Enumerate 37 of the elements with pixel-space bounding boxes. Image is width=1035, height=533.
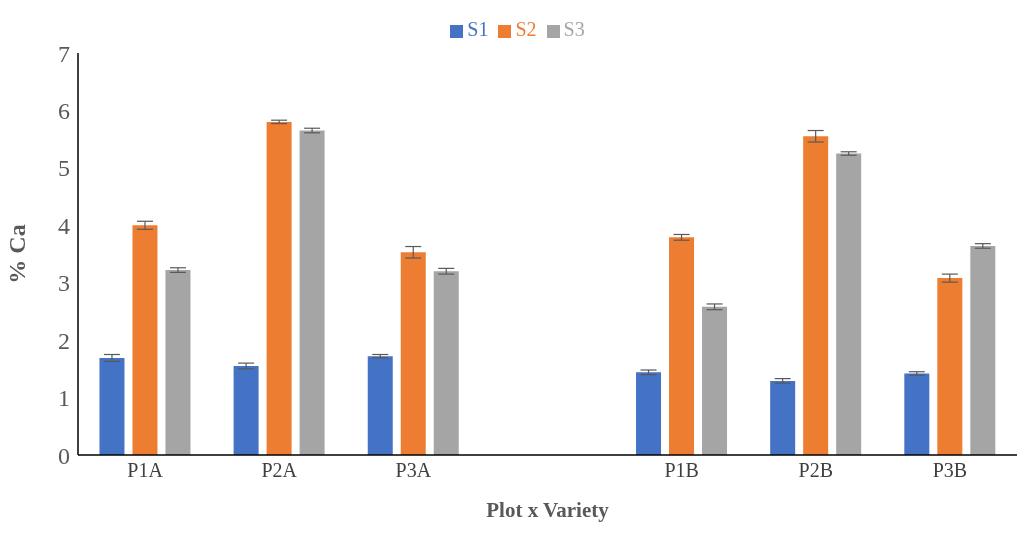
y-tick-label: 2 (58, 327, 70, 354)
bar (132, 225, 158, 455)
bar (165, 270, 191, 455)
bar (770, 380, 796, 455)
y-tick-label: 0 (58, 442, 70, 469)
y-tick-label: 3 (58, 270, 70, 297)
bar (836, 153, 862, 455)
bar (266, 121, 292, 455)
x-axis-title: Plot x Variety (486, 498, 610, 522)
bar (367, 356, 393, 455)
y-tick-label: 6 (58, 97, 70, 124)
y-axis-title: % Ca (3, 224, 30, 284)
bar (233, 365, 259, 455)
bar (636, 372, 662, 455)
y-tick-label: 7 (58, 40, 70, 67)
bar (400, 252, 426, 455)
y-tick-label: 4 (58, 212, 70, 239)
legend-label: S2 (515, 18, 537, 40)
x-tick-label: P1A (127, 459, 164, 482)
bar (99, 357, 125, 455)
y-tick-label: 5 (58, 155, 70, 182)
bar (299, 130, 325, 455)
y-tick-label: 1 (58, 385, 70, 412)
bar (669, 237, 695, 455)
x-tick-label: P2A (261, 459, 298, 482)
x-tick-label: P1B (664, 459, 699, 482)
bar (970, 245, 996, 455)
x-tick-label: P3A (395, 459, 432, 482)
bar (803, 136, 829, 455)
legend-label: S1 (467, 18, 489, 40)
x-tick-label: P3B (932, 459, 968, 482)
legend-label: S3 (563, 18, 585, 40)
bar (702, 306, 728, 455)
bar (937, 278, 963, 455)
bar (433, 271, 459, 455)
bar (904, 373, 930, 455)
x-tick-label: P2B (798, 459, 834, 482)
